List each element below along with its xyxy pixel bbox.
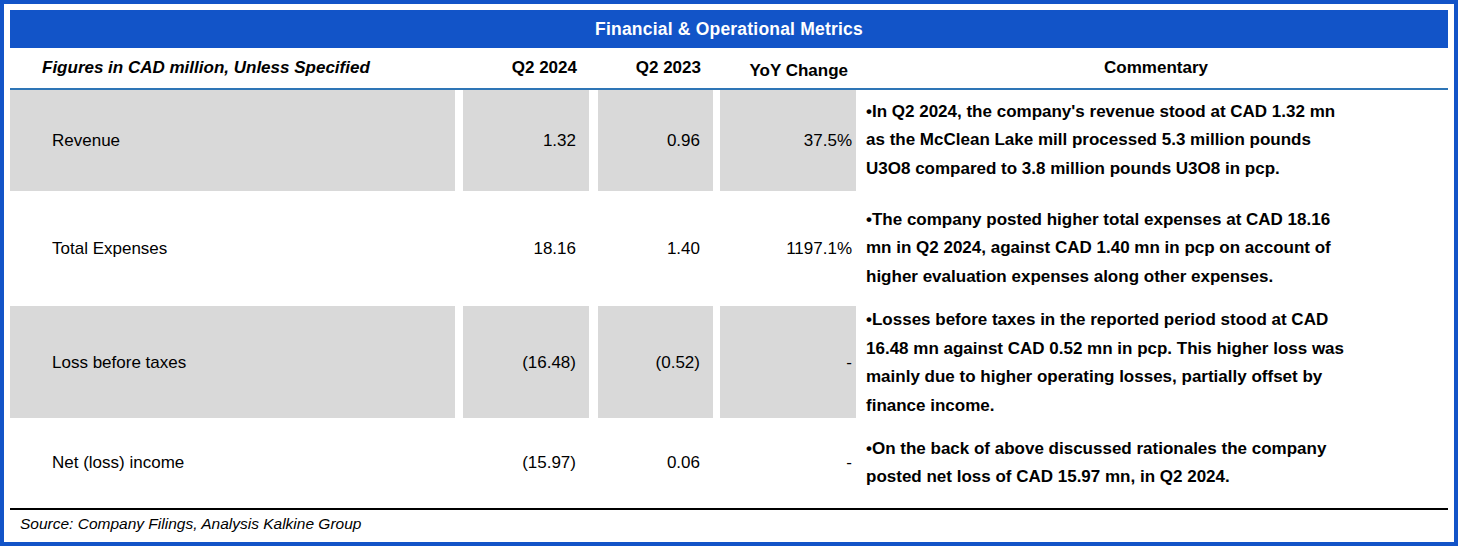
row-label: Revenue [10, 90, 455, 191]
commentary-text: •Losses before taxes in the reported per… [864, 306, 1448, 420]
table-row-loss-before-taxes: Loss before taxes (16.48) (0.52) - •Loss… [10, 306, 1448, 418]
header-figures-label: Figures in CAD million, Unless Specified [10, 58, 455, 78]
value-yoy-change: - [720, 306, 856, 420]
value-q2-2023: 0.06 [598, 418, 713, 508]
value-q2-2024: (16.48) [463, 306, 589, 420]
header-q2-2024: Q2 2024 [463, 58, 589, 78]
commentary-text: •In Q2 2024, the company's revenue stood… [864, 90, 1448, 191]
value-q2-2023: (0.52) [598, 306, 713, 420]
value-yoy-change: 37.5% [720, 90, 856, 191]
column-header-row: Figures in CAD million, Unless Specified… [10, 48, 1448, 90]
table-row-net-loss-income: Net (loss) income (15.97) 0.06 - •On the… [10, 418, 1448, 508]
value-q2-2023: 1.40 [598, 191, 713, 306]
commentary-text: •On the back of above discussed rational… [864, 418, 1448, 508]
table-row-total-expenses: Total Expenses 18.16 1.40 1197.1% •The c… [10, 191, 1448, 306]
commentary-text: •The company posted higher total expense… [864, 191, 1448, 306]
header-yoy-change: YoY Change [720, 55, 856, 81]
value-q2-2024: 1.32 [463, 90, 589, 191]
header-commentary: Commentary [864, 58, 1448, 78]
source-attribution: Source: Company Filings, Analysis Kalkin… [10, 508, 1448, 533]
table-row-revenue: Revenue 1.32 0.96 37.5% •In Q2 2024, the… [10, 90, 1448, 191]
row-label: Loss before taxes [10, 306, 455, 420]
value-yoy-change: - [720, 418, 856, 508]
value-yoy-change: 1197.1% [720, 191, 856, 306]
metrics-table-panel: Financial & Operational Metrics Figures … [0, 0, 1458, 546]
value-q2-2024: 18.16 [463, 191, 589, 306]
header-q2-2023: Q2 2023 [598, 58, 713, 78]
value-q2-2024: (15.97) [463, 418, 589, 508]
table-title-bar: Financial & Operational Metrics [10, 10, 1448, 48]
row-label: Total Expenses [10, 191, 455, 306]
row-label: Net (loss) income [10, 418, 455, 508]
value-q2-2023: 0.96 [598, 90, 713, 191]
